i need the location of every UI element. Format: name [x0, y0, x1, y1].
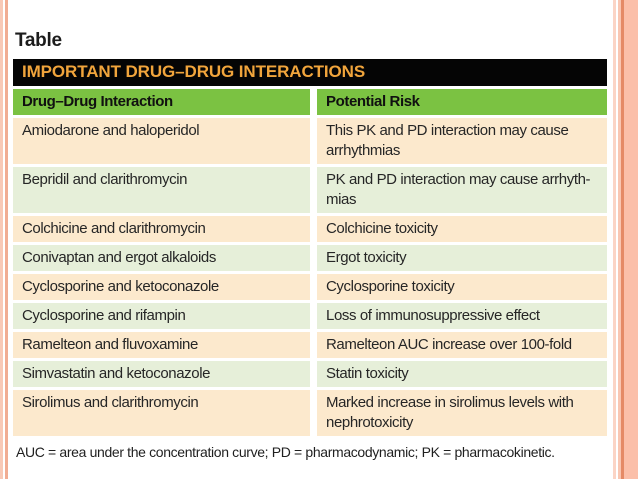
- drug-cell: Ramelteon and fluvoxamine: [13, 332, 310, 358]
- table-caption: Table: [15, 30, 62, 51]
- drug-cell: Amiodarone and haloperidol: [13, 118, 310, 164]
- table-footnote: AUC = area under the concentration curve…: [16, 444, 555, 460]
- table-row: Conivaptan and ergot alkaloids Ergot tox…: [13, 245, 607, 271]
- table-row: Bepridil and clarithromycin PK and PD in…: [13, 167, 607, 213]
- risk-cell: Ergot toxicity: [317, 245, 607, 271]
- table-row: Ramelteon and fluvoxamine Ramelteon AUC …: [13, 332, 607, 358]
- risk-cell: PK and PD interaction may cause arrhyth-…: [317, 167, 607, 213]
- risk-cell: Loss of immunosuppressive effect: [317, 303, 607, 329]
- drug-cell: Cyclosporine and rifampin: [13, 303, 310, 329]
- risk-cell: Colchicine toxicity: [317, 216, 607, 242]
- table-row: Colchicine and clarithromycin Colchicine…: [13, 216, 607, 242]
- table-row: Sirolimus and clarithromycin Marked incr…: [13, 390, 607, 436]
- risk-cell: Marked increase in sirolimus levels with…: [317, 390, 607, 436]
- table-header-row: Drug–Drug Interaction Potential Risk: [13, 89, 607, 115]
- risk-cell: This PK and PD interaction may cause arr…: [317, 118, 607, 164]
- drug-cell: Conivaptan and ergot alkaloids: [13, 245, 310, 271]
- drug-cell: Cyclosporine and ketoconazole: [13, 274, 310, 300]
- slide-right-border-stripe: [611, 0, 638, 479]
- risk-cell: Statin toxicity: [317, 361, 607, 387]
- column-header-drug-interaction: Drug–Drug Interaction: [13, 89, 310, 115]
- drug-cell: Simvastatin and ketoconazole: [13, 361, 310, 387]
- drug-cell: Bepridil and clarithromycin: [13, 167, 310, 213]
- slide-left-border-stripe: [0, 0, 11, 479]
- table-row: Simvastatin and ketoconazole Statin toxi…: [13, 361, 607, 387]
- table-row: Cyclosporine and rifampin Loss of immuno…: [13, 303, 607, 329]
- risk-cell: Cyclosporine toxicity: [317, 274, 607, 300]
- slide-content: Table IMPORTANT DRUG–DRUG INTERACTIONS D…: [13, 30, 607, 461]
- column-header-potential-risk: Potential Risk: [317, 89, 607, 115]
- drug-interactions-table: Drug–Drug Interaction Potential Risk Ami…: [13, 89, 607, 436]
- table-title-banner: IMPORTANT DRUG–DRUG INTERACTIONS: [13, 59, 607, 86]
- drug-cell: Sirolimus and clarithromycin: [13, 390, 310, 436]
- table-row: Cyclosporine and ketoconazole Cyclospori…: [13, 274, 607, 300]
- risk-cell: Ramelteon AUC increase over 100-fold: [317, 332, 607, 358]
- table-row: Amiodarone and haloperidol This PK and P…: [13, 118, 607, 164]
- drug-cell: Colchicine and clarithromycin: [13, 216, 310, 242]
